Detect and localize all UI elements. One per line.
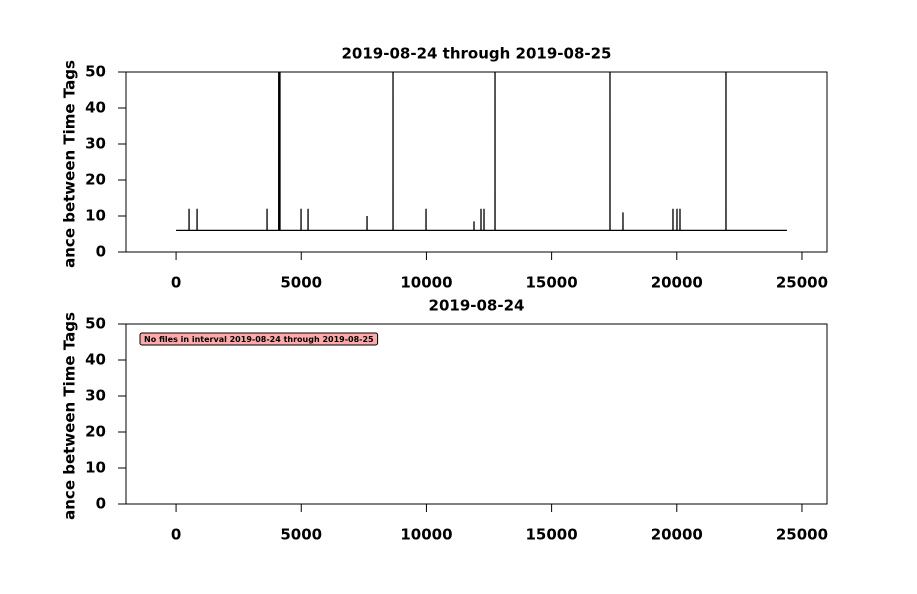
data-line [176,71,787,232]
annotation: No files in interval 2019-08-24 through … [139,332,379,346]
plot-frame [125,71,828,253]
y-tick-label: 0 [96,495,106,513]
y-tick-label: 30 [85,387,106,405]
annotation-box [139,332,379,346]
x-tick-label: 0 [171,274,181,292]
chart-title: 2019-08-24 through 2019-08-25 [342,45,612,63]
x-tick-label: 25000 [776,274,828,292]
y-tick-label: 10 [85,207,106,225]
y-tick-label: 50 [85,315,106,333]
x-tick-label: 15000 [526,274,578,292]
y-axis-label: ance between Time Tags [61,60,79,268]
y-tick-label: 0 [96,243,106,261]
annotation-text: No files in interval 2019-08-24 through … [144,335,374,344]
x-tick-label: 5000 [280,526,322,544]
x-tick-label: 20000 [651,274,703,292]
plot-frame [125,323,828,505]
y-tick-label: 40 [85,99,106,117]
y-tick-label: 10 [85,459,106,477]
x-tick-label: 20000 [651,526,703,544]
x-tick-label: 15000 [526,526,578,544]
x-tick-label: 10000 [400,274,452,292]
x-tick-label: 0 [171,526,181,544]
y-tick-label: 20 [85,423,106,441]
chart-title: 2019-08-24 [429,297,525,315]
x-tick-label: 5000 [280,274,322,292]
x-tick-label: 25000 [776,526,828,544]
y-tick-label: 30 [85,135,106,153]
y-tick-label: 50 [85,63,106,81]
y-axis-label: ance between Time Tags [61,312,79,520]
y-tick-label: 20 [85,171,106,189]
y-tick-label: 40 [85,351,106,369]
x-tick-label: 10000 [400,526,452,544]
